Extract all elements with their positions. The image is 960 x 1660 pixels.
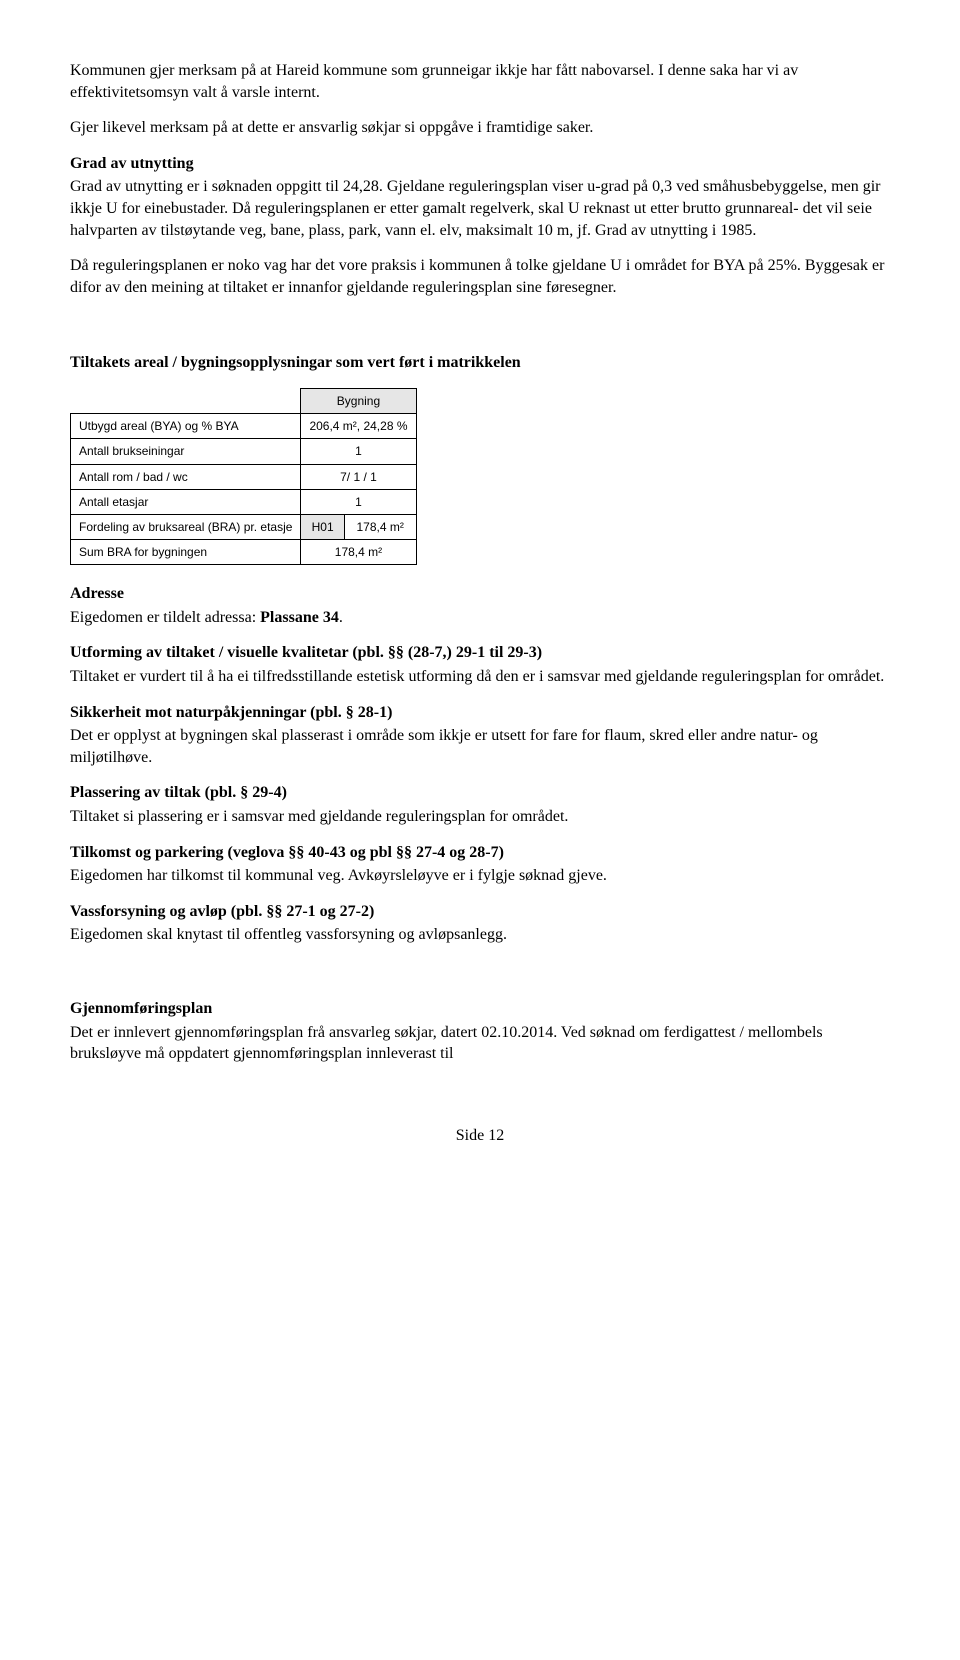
- adresse-text: Eigedomen er tildelt adressa: Plassane 3…: [70, 607, 890, 629]
- page-footer: Side 12: [70, 1125, 890, 1147]
- adresse-pre: Eigedomen er tildelt adressa:: [70, 609, 260, 626]
- table-r2-val: 1: [301, 439, 416, 464]
- table-empty-cell: [71, 388, 301, 413]
- table-r5-sub: H01: [301, 514, 344, 539]
- adresse-title: Adresse: [70, 583, 890, 605]
- grad-paragraph-1: Grad av utnytting er i søknaden oppgitt …: [70, 176, 890, 241]
- table-r5-label: Fordeling av bruksareal (BRA) pr. etasje: [71, 514, 301, 539]
- plassering-title: Plassering av tiltak (pbl. § 29-4): [70, 782, 890, 804]
- grad-paragraph-2: Då reguleringsplanen er noko vag har det…: [70, 255, 890, 298]
- vass-text: Eigedomen skal knytast til offentleg vas…: [70, 924, 890, 946]
- utforming-text: Tiltaket er vurdert til å ha ei tilfreds…: [70, 666, 890, 688]
- table-r1-label: Utbygd areal (BYA) og % BYA: [71, 414, 301, 439]
- table-r4-val: 1: [301, 489, 416, 514]
- gjennom-text: Det er innlevert gjennomføringsplan frå …: [70, 1022, 890, 1065]
- table-header-bygning: Bygning: [301, 388, 416, 413]
- table-r3-label: Antall rom / bad / wc: [71, 464, 301, 489]
- gjennom-title: Gjennomføringsplan: [70, 998, 890, 1020]
- table-title: Tiltakets areal / bygningsopplysningar s…: [70, 352, 890, 374]
- adresse-value: Plassane 34: [260, 609, 339, 626]
- tilkomst-text: Eigedomen har tilkomst til kommunal veg.…: [70, 865, 890, 887]
- intro-paragraph-2: Gjer likevel merksam på at dette er ansv…: [70, 117, 890, 139]
- utforming-title: Utforming av tiltaket / visuelle kvalite…: [70, 642, 890, 664]
- table-r4-label: Antall etasjar: [71, 489, 301, 514]
- vass-title: Vassforsyning og avløp (pbl. §§ 27-1 og …: [70, 901, 890, 923]
- intro-paragraph-1: Kommunen gjer merksam på at Hareid kommu…: [70, 60, 890, 103]
- table-r6-val: 178,4 m²: [301, 540, 416, 565]
- table-r5-val: 178,4 m²: [344, 514, 416, 539]
- sikkerheit-text: Det er opplyst at bygningen skal plasser…: [70, 725, 890, 768]
- sikkerheit-title: Sikkerheit mot naturpåkjenningar (pbl. §…: [70, 702, 890, 724]
- tilkomst-title: Tilkomst og parkering (veglova §§ 40-43 …: [70, 842, 890, 864]
- table-r1-val: 206,4 m², 24,28 %: [301, 414, 416, 439]
- areal-table: Bygning Utbygd areal (BYA) og % BYA 206,…: [70, 388, 417, 565]
- table-r3-val: 7/ 1 / 1: [301, 464, 416, 489]
- grad-title: Grad av utnytting: [70, 153, 890, 175]
- plassering-text: Tiltaket si plassering er i samsvar med …: [70, 806, 890, 828]
- table-r2-label: Antall brukseiningar: [71, 439, 301, 464]
- adresse-post: .: [339, 609, 343, 626]
- table-r6-label: Sum BRA for bygningen: [71, 540, 301, 565]
